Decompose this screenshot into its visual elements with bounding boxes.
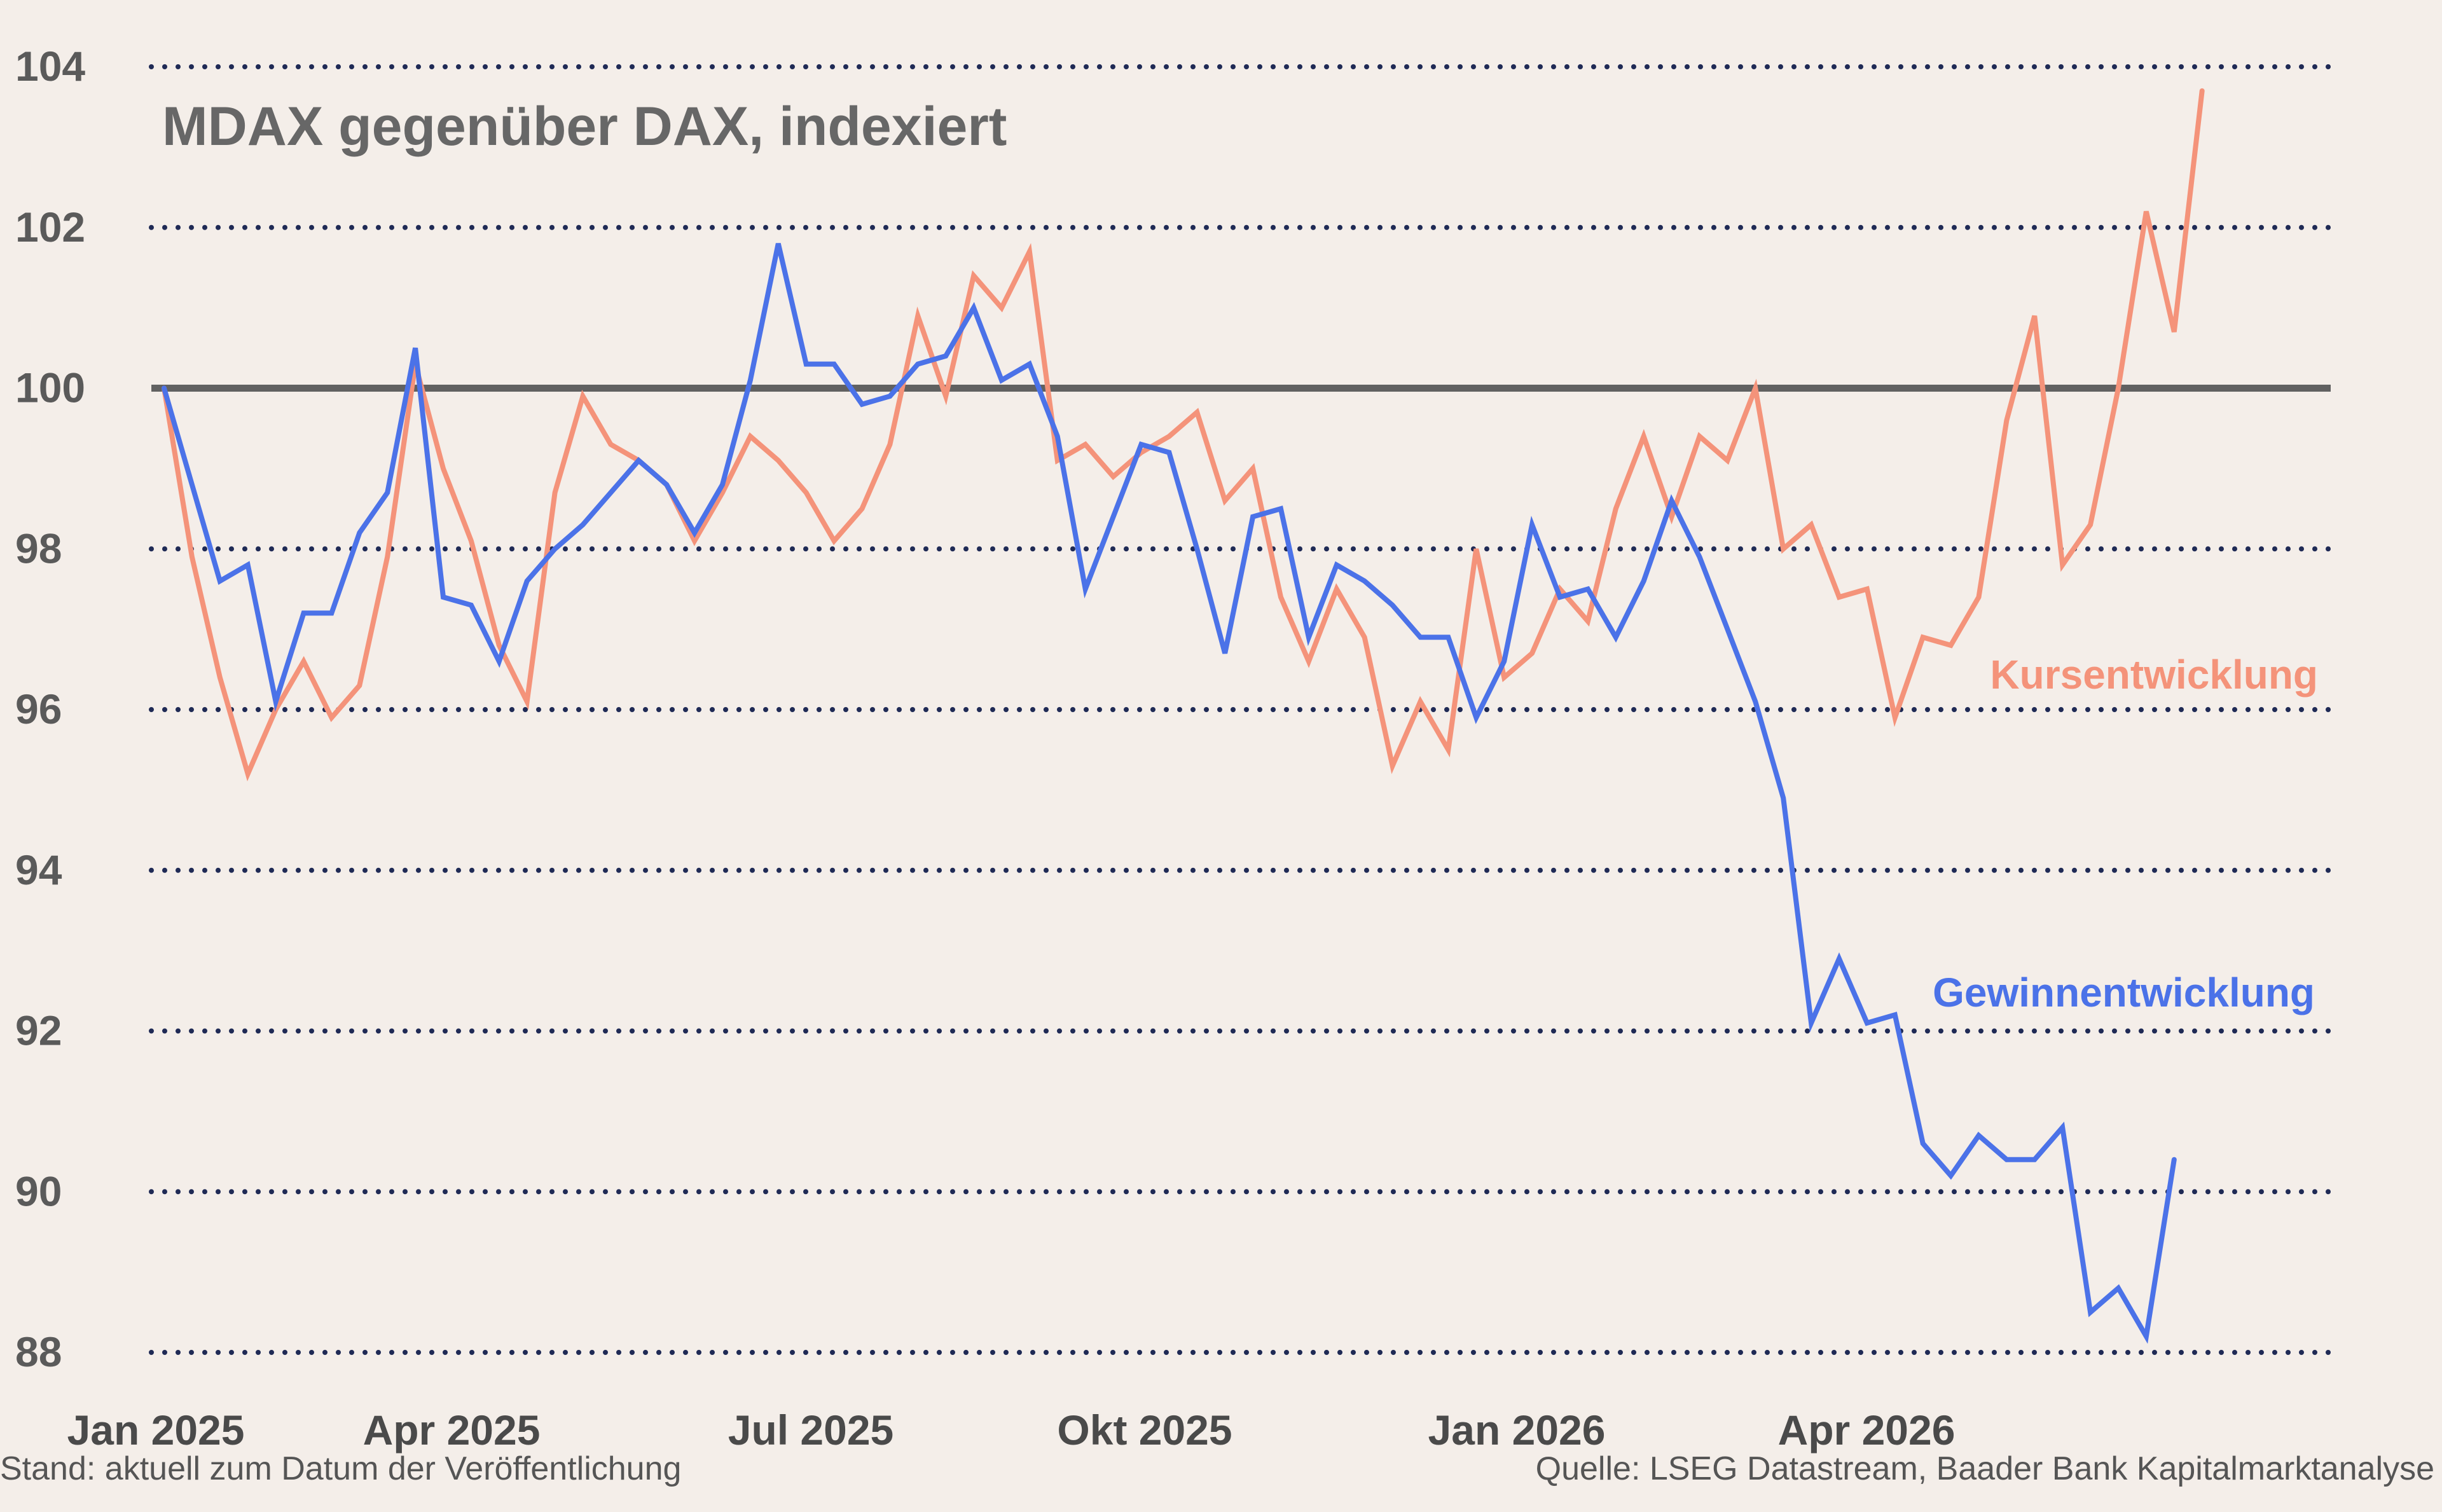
x-tick-label-apr-2025: Apr 2025 xyxy=(363,1406,541,1454)
x-tick-label-jan-2025: Jan 2025 xyxy=(67,1406,245,1454)
y-tick-label-88: 88 xyxy=(15,1328,62,1375)
y-tick-label-98: 98 xyxy=(15,525,62,572)
y-tick-label-100: 100 xyxy=(15,364,85,411)
y-axis-ticks: 88 90 92 94 96 98 100 102 104 xyxy=(15,43,85,1375)
x-tick-label-jan-2026: Jan 2026 xyxy=(1428,1406,1606,1454)
chart-title: MDAX gegenüber DAX, indexiert xyxy=(162,96,1007,157)
x-tick-label-okt-2025: Okt 2025 xyxy=(1057,1406,1232,1454)
y-tick-label-102: 102 xyxy=(15,203,85,251)
y-tick-label-104: 104 xyxy=(15,43,85,90)
x-tick-label-apr-2026: Apr 2026 xyxy=(1778,1406,1956,1454)
y-tick-label-96: 96 xyxy=(15,685,62,732)
y-tick-label-90: 90 xyxy=(15,1167,62,1214)
gridlines xyxy=(149,64,2333,1355)
y-tick-label-92: 92 xyxy=(15,1007,62,1054)
series-lines xyxy=(162,88,2205,1344)
y-tick-label-94: 94 xyxy=(15,846,62,893)
x-axis-ticks: Jan 2025 Apr 2025 Jul 2025 Okt 2025 Jan 2026… xyxy=(67,1406,1956,1454)
series-label-gewinnentwicklung: Gewinnentwicklung xyxy=(1933,970,2315,1015)
x-tick-label-jul-2025: Jul 2025 xyxy=(728,1406,894,1454)
series-label-kursentwicklung: Kursentwicklung xyxy=(1990,652,2318,698)
series-line-gewinnentwicklung xyxy=(162,243,2177,1344)
footnote-stand: Stand: aktuell zum Datum der Veröffentli… xyxy=(0,1450,682,1487)
series-line-kursentwicklung xyxy=(162,88,2205,781)
footnote-source: Quelle: LSEG Datastream, Baader Bank Kap… xyxy=(1535,1450,2434,1487)
